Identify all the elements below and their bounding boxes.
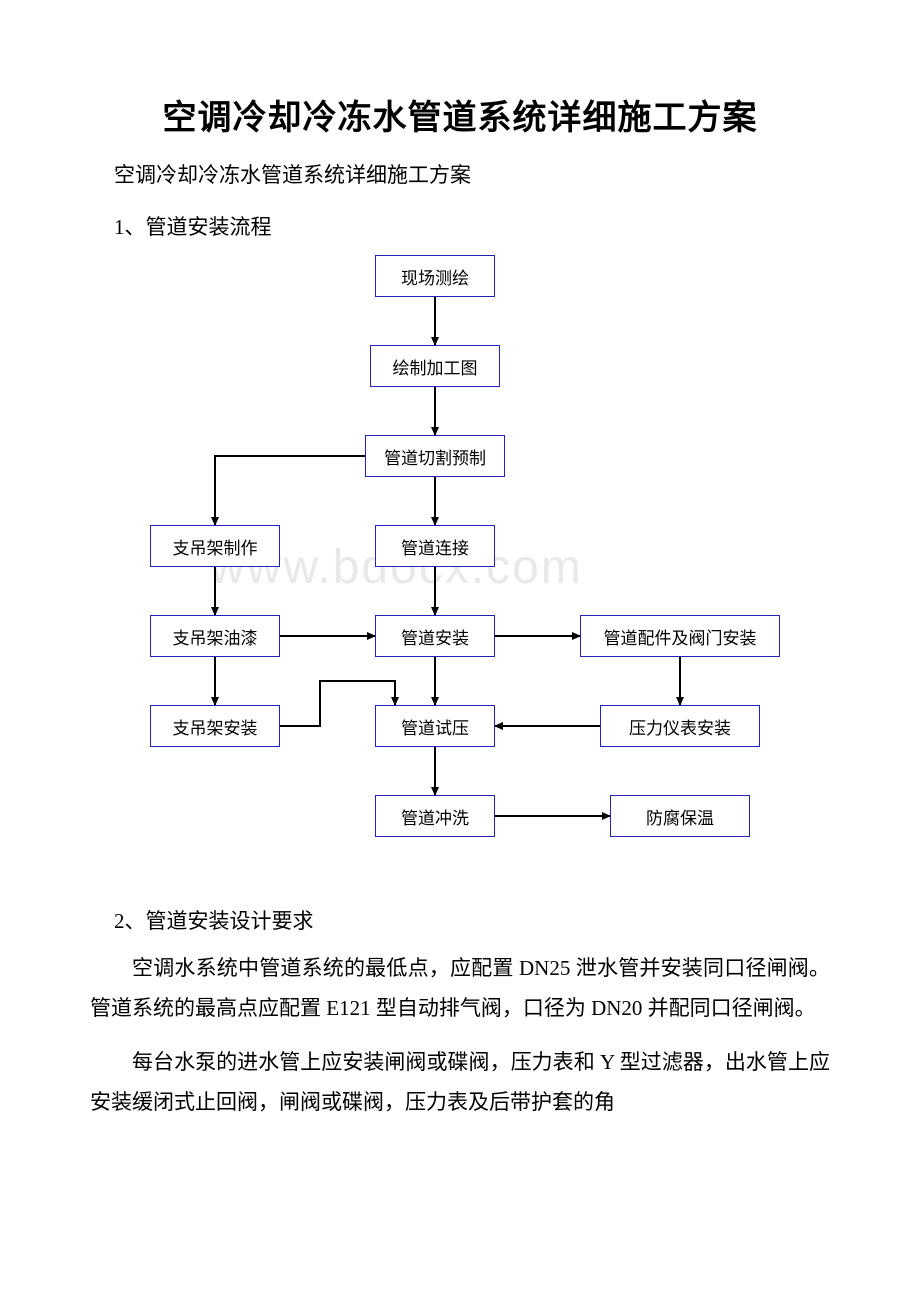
flow-node-n7: 管道安装 [375, 615, 495, 657]
page: 空调冷却冷冻水管道系统详细施工方案 空调冷却冷冻水管道系统详细施工方案 1、管道… [0, 0, 920, 1177]
flow-node-n4: 支吊架制作 [150, 525, 280, 567]
flow-node-n2: 绘制加工图 [370, 345, 500, 387]
flow-node-n5: 管道连接 [375, 525, 495, 567]
flow-node-n11: 压力仪表安装 [600, 705, 760, 747]
flow-edge-n3-n4 [215, 456, 365, 525]
flow-node-n3: 管道切割预制 [365, 435, 505, 477]
flow-node-n10: 管道试压 [375, 705, 495, 747]
paragraph-1: 空调水系统中管道系统的最低点，应配置 DN25 泄水管并安装同口径闸阀。管道系统… [90, 949, 830, 1029]
page-title: 空调冷却冷冻水管道系统详细施工方案 [90, 90, 830, 139]
section2-heading: 2、管道安装设计要求 [114, 905, 830, 935]
flow-node-n8: 管道配件及阀门安装 [580, 615, 780, 657]
flow-node-n1: 现场测绘 [375, 255, 495, 297]
section1-heading: 1、管道安装流程 [114, 211, 830, 241]
paragraph-2: 每台水泵的进水管上应安装闸阀或碟阀，压力表和 Y 型过滤器，出水管上应安装缓闭式… [90, 1043, 830, 1123]
subtitle-text: 空调冷却冷冻水管道系统详细施工方案 [114, 159, 830, 189]
flowchart-container: www.bdocx.com 现场测绘绘制加工图管道切割预制支吊架制作管道连接支吊… [90, 255, 830, 875]
flow-node-n9: 支吊架安装 [150, 705, 280, 747]
flow-node-n12: 管道冲洗 [375, 795, 495, 837]
flow-node-n6: 支吊架油漆 [150, 615, 280, 657]
flow-node-n13: 防腐保温 [610, 795, 750, 837]
